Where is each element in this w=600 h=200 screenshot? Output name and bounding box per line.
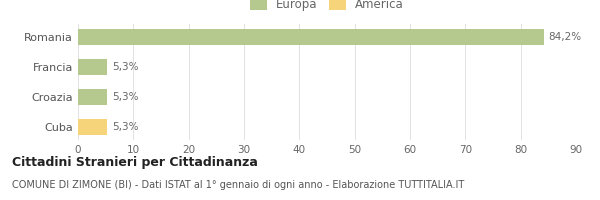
Bar — [78, 29, 544, 45]
Text: COMUNE DI ZIMONE (BI) - Dati ISTAT al 1° gennaio di ogni anno - Elaborazione TUT: COMUNE DI ZIMONE (BI) - Dati ISTAT al 1°… — [12, 180, 464, 190]
Bar — [78, 89, 107, 105]
Text: 5,3%: 5,3% — [112, 122, 138, 132]
Text: 5,3%: 5,3% — [112, 62, 138, 72]
Text: 84,2%: 84,2% — [548, 32, 581, 42]
Bar — [78, 59, 107, 75]
Bar — [78, 119, 107, 135]
Text: Cittadini Stranieri per Cittadinanza: Cittadini Stranieri per Cittadinanza — [12, 156, 258, 169]
Legend: Europa, America: Europa, America — [245, 0, 409, 16]
Text: 5,3%: 5,3% — [112, 92, 138, 102]
